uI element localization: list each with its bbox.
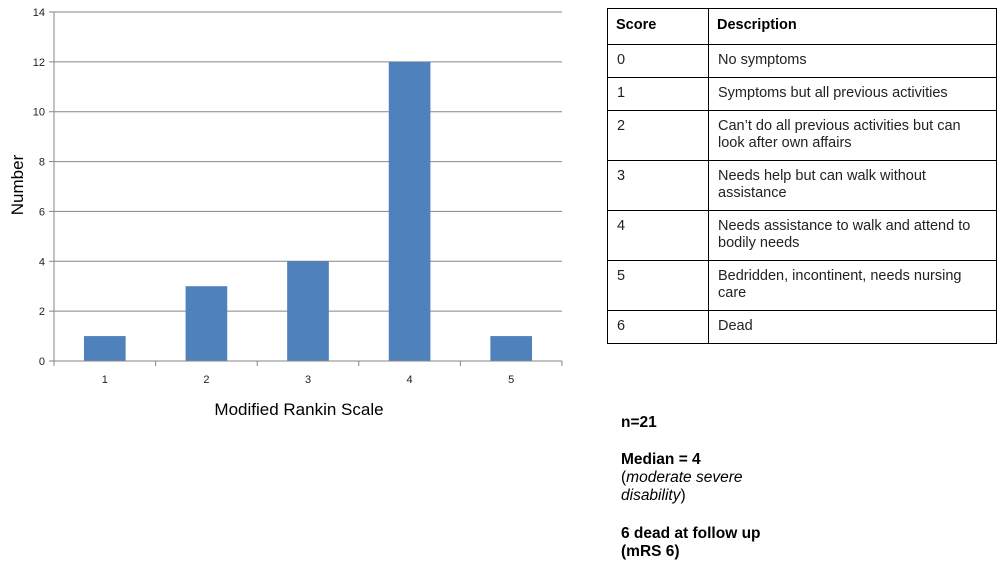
header-score: Score	[607, 8, 709, 45]
table-row: 4 Needs assistance to walk and attend to…	[607, 210, 997, 261]
bar	[388, 61, 431, 361]
table-row: 0 No symptoms	[607, 44, 997, 78]
x-axis-tick-labels: 1 2 3 4 5	[102, 374, 515, 386]
dead-at-follow-up: 6 dead at follow up (mRS 6)	[621, 525, 761, 560]
y-tick-label: 12	[33, 57, 45, 69]
description-cell: Dead	[708, 310, 997, 344]
median-description: (moderate severe disability)	[621, 469, 781, 505]
x-axis-label: Modified Rankin Scale	[214, 400, 383, 419]
y-tick-label: 0	[39, 356, 45, 368]
y-tick-label: 10	[33, 107, 45, 119]
score-cell: 2	[607, 110, 709, 161]
y-tick-label: 4	[39, 256, 45, 268]
table-row: 3 Needs help but can walk without assist…	[607, 160, 997, 211]
description-cell: No symptoms	[708, 44, 997, 78]
description-cell: Can’t do all previous activities but can…	[708, 110, 997, 161]
description-cell: Bedridden, incontinent, needs nursing ca…	[708, 260, 997, 311]
y-tick-label: 8	[39, 157, 45, 169]
description-cell: Needs assistance to walk and attend to b…	[708, 210, 997, 261]
x-axis	[53, 12, 563, 366]
modified-rankin-scale-table: Score Description 0 No symptoms 1 Sympto…	[607, 8, 997, 344]
chart-gridlines	[49, 11, 562, 362]
x-tick-label: 1	[102, 374, 108, 386]
score-cell: 4	[607, 210, 709, 261]
median-block: Median = 4 (moderate severe disability)	[621, 451, 796, 505]
table-row: 2 Can’t do all previous activities but c…	[607, 110, 997, 161]
y-tick-label: 14	[33, 7, 45, 19]
chart-bars	[83, 61, 533, 361]
bar	[490, 336, 533, 361]
header-description: Description	[708, 8, 997, 45]
y-tick-label: 2	[39, 306, 45, 318]
score-cell: 1	[607, 77, 709, 111]
x-tick-label: 2	[203, 374, 209, 386]
description-cell: Symptoms but all previous activities	[708, 77, 997, 111]
score-cell: 5	[607, 260, 709, 311]
bar	[185, 286, 228, 361]
paren-open: (	[621, 469, 627, 486]
description-cell: Needs help but can walk without assistan…	[708, 160, 997, 211]
x-tick-label: 3	[305, 374, 311, 386]
x-tick-label: 4	[407, 374, 413, 386]
paren-close: )	[680, 487, 686, 504]
table-row: 5 Bedridden, incontinent, needs nursing …	[607, 260, 997, 311]
bar	[287, 261, 329, 361]
table-header-row: Score Description	[607, 8, 997, 45]
bar	[83, 336, 126, 361]
table-row: 6 Dead	[607, 310, 997, 344]
score-cell: 0	[607, 44, 709, 78]
summary-notes: n=21 Median = 4 (moderate severe disabil…	[621, 414, 796, 561]
table-row: 1 Symptoms but all previous activities	[607, 77, 997, 111]
y-axis-tick-labels: 0 2 4 6 8 10 12 14	[33, 7, 45, 368]
x-tick-label: 5	[508, 374, 514, 386]
y-axis-label: Number	[8, 154, 27, 215]
sample-size: n=21	[621, 414, 657, 431]
y-tick-label: 6	[39, 206, 45, 218]
median-description-text: moderate severe disability	[621, 469, 743, 504]
score-cell: 3	[607, 160, 709, 211]
median-value: Median = 4	[621, 451, 701, 468]
score-cell: 6	[607, 310, 709, 344]
